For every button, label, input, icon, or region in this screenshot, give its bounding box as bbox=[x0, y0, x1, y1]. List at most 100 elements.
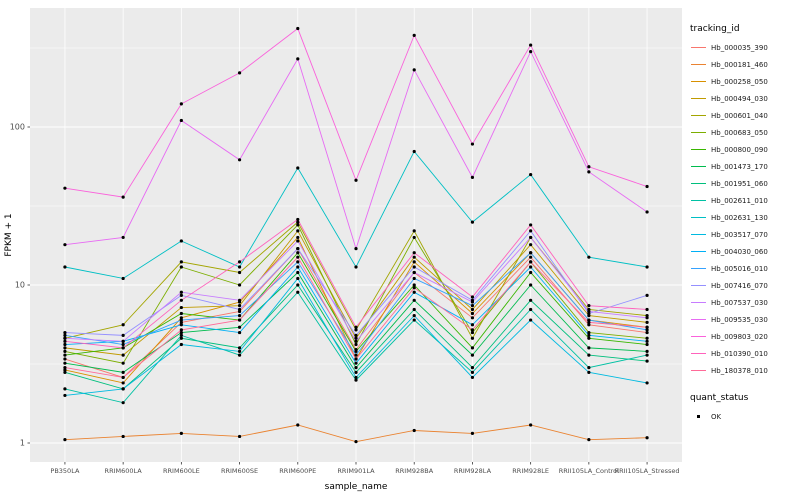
legend-item-label: Hb_000181_460 bbox=[711, 60, 768, 69]
data-point bbox=[179, 320, 183, 324]
legend-item: Hb_001473_170 bbox=[690, 158, 800, 175]
x-tick-label: RRIM928LA bbox=[454, 467, 492, 475]
legend-quant-status-block: quant_status OK bbox=[690, 393, 800, 425]
legend-item: Hb_180378_010 bbox=[690, 362, 800, 379]
legend-item: Hb_000601_040 bbox=[690, 107, 800, 124]
data-point bbox=[237, 158, 242, 162]
data-point bbox=[354, 378, 358, 382]
data-point bbox=[121, 375, 125, 380]
legend-item: Hb_000035_390 bbox=[690, 39, 800, 56]
data-point bbox=[63, 330, 67, 335]
data-point bbox=[179, 336, 183, 340]
data-point bbox=[470, 300, 475, 304]
data-point bbox=[529, 318, 533, 322]
line-key bbox=[690, 64, 707, 65]
data-point bbox=[587, 170, 591, 174]
data-point bbox=[529, 307, 533, 312]
data-point bbox=[354, 178, 358, 182]
line-swatch bbox=[691, 302, 706, 303]
legend-item-label: Hb_000258_050 bbox=[711, 77, 768, 86]
legend-item-label: Hb_009803_020 bbox=[711, 332, 768, 341]
data-point bbox=[412, 307, 416, 312]
data-point bbox=[470, 370, 475, 374]
data-point bbox=[645, 316, 649, 320]
y-axis-title: FPKM + 1 bbox=[4, 213, 14, 256]
data-point bbox=[470, 346, 475, 350]
data-point bbox=[354, 349, 358, 353]
data-point bbox=[470, 142, 475, 146]
x-axis-title: sample_name bbox=[325, 482, 388, 492]
data-point bbox=[470, 304, 475, 308]
data-point bbox=[412, 428, 416, 433]
data-point bbox=[296, 265, 300, 269]
data-point bbox=[354, 361, 358, 365]
legend-title-quant-status: quant_status bbox=[690, 393, 749, 403]
legend-item: Hb_000494_030 bbox=[690, 90, 800, 107]
data-point bbox=[296, 260, 300, 264]
data-point bbox=[63, 336, 67, 340]
legend: tracking_id Hb_000035_390 Hb_000181_460 Hb… bbox=[688, 0, 800, 500]
data-point bbox=[296, 223, 300, 227]
data-point bbox=[529, 43, 533, 47]
x-tick-label: RRIM600LA bbox=[105, 467, 143, 475]
line-swatch bbox=[691, 183, 706, 184]
legend-item: Hb_007537_030 bbox=[690, 294, 800, 311]
y-tick-label: 10 bbox=[15, 281, 25, 290]
data-point bbox=[587, 165, 591, 169]
data-point bbox=[529, 298, 533, 302]
data-point bbox=[63, 349, 67, 353]
legend-item: Hb_009535_030 bbox=[690, 311, 800, 328]
line-key bbox=[690, 370, 707, 371]
legend-item-label: Hb_007416_070 bbox=[711, 281, 768, 290]
data-point bbox=[296, 283, 300, 287]
data-point bbox=[63, 370, 67, 374]
data-point bbox=[354, 328, 358, 332]
data-point bbox=[645, 330, 649, 335]
data-point bbox=[645, 436, 649, 440]
data-point bbox=[121, 370, 125, 374]
data-point bbox=[237, 346, 242, 350]
line-key bbox=[690, 302, 707, 303]
data-point bbox=[296, 423, 300, 427]
y-tick-label: 100 bbox=[10, 123, 25, 132]
line-key bbox=[690, 217, 707, 218]
legend-item-label: Hb_003517_070 bbox=[711, 230, 768, 239]
line-swatch bbox=[691, 98, 706, 99]
data-point bbox=[121, 346, 125, 350]
data-point bbox=[179, 431, 183, 436]
data-point bbox=[529, 260, 533, 264]
data-point bbox=[470, 353, 475, 357]
data-point bbox=[645, 353, 649, 357]
line-key bbox=[690, 132, 707, 133]
line-swatch bbox=[691, 115, 706, 116]
legend-item: Hb_000800_090 bbox=[690, 141, 800, 158]
data-point bbox=[354, 370, 358, 374]
data-point bbox=[63, 333, 67, 337]
data-point bbox=[470, 328, 475, 332]
data-point bbox=[587, 304, 591, 308]
data-point bbox=[354, 246, 358, 251]
data-point bbox=[529, 229, 533, 233]
data-point bbox=[237, 260, 242, 264]
line-key bbox=[690, 268, 707, 269]
line-key bbox=[690, 98, 707, 99]
data-point bbox=[412, 33, 416, 37]
data-point bbox=[587, 320, 591, 324]
line-swatch bbox=[691, 268, 706, 269]
data-point bbox=[529, 265, 533, 269]
data-point bbox=[296, 166, 300, 170]
data-point bbox=[179, 333, 183, 337]
line-key bbox=[690, 81, 707, 82]
data-point bbox=[645, 184, 649, 189]
data-point bbox=[296, 270, 300, 275]
data-point bbox=[179, 265, 183, 269]
data-point bbox=[121, 381, 125, 385]
data-point bbox=[645, 293, 649, 297]
data-point bbox=[179, 342, 183, 347]
legend-item-label: Hb_000494_030 bbox=[711, 94, 768, 103]
data-point bbox=[237, 265, 242, 269]
data-point bbox=[470, 375, 475, 380]
data-point bbox=[412, 235, 416, 240]
legend-item: Hb_005016_010 bbox=[690, 260, 800, 277]
legend-item-label: Hb_001951_060 bbox=[711, 179, 768, 188]
